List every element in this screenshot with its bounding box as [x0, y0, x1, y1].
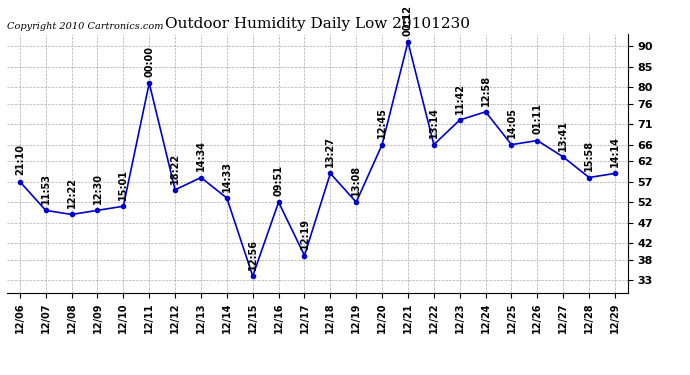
Text: 13:41: 13:41 [558, 120, 568, 151]
Text: 12:30: 12:30 [92, 173, 102, 204]
Text: 00:00: 00:00 [144, 46, 154, 77]
Text: 00:12: 00:12 [403, 5, 413, 36]
Text: 14:33: 14:33 [222, 161, 232, 192]
Text: 14:05: 14:05 [506, 108, 516, 138]
Text: 01:11: 01:11 [533, 104, 542, 134]
Text: Copyright 2010 Cartronics.com: Copyright 2010 Cartronics.com [7, 22, 164, 31]
Text: 09:51: 09:51 [274, 165, 284, 196]
Text: 11:42: 11:42 [455, 83, 464, 114]
Text: 12:19: 12:19 [299, 218, 309, 249]
Text: 14:14: 14:14 [610, 136, 620, 167]
Text: 12:22: 12:22 [67, 177, 77, 208]
Text: 12:58: 12:58 [481, 75, 491, 106]
Title: Outdoor Humidity Daily Low 20101230: Outdoor Humidity Daily Low 20101230 [165, 17, 470, 31]
Text: 18:22: 18:22 [170, 153, 180, 184]
Text: 11:53: 11:53 [41, 173, 50, 204]
Text: 12:45: 12:45 [377, 108, 387, 138]
Text: 13:08: 13:08 [351, 165, 361, 196]
Text: 15:58: 15:58 [584, 140, 594, 171]
Text: 15:01: 15:01 [119, 169, 128, 200]
Text: 12:56: 12:56 [248, 239, 257, 270]
Text: 14:34: 14:34 [196, 140, 206, 171]
Text: 13:27: 13:27 [326, 136, 335, 167]
Text: 21:10: 21:10 [15, 144, 25, 176]
Text: 13:14: 13:14 [429, 108, 439, 138]
